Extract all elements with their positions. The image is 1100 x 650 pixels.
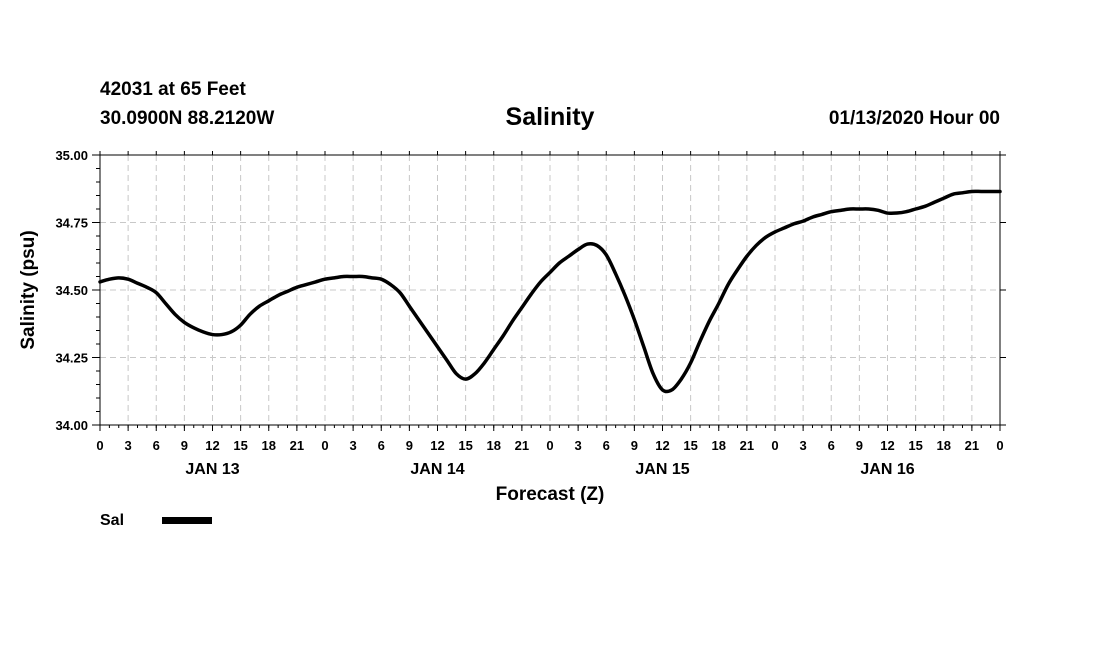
x-tick-label: 12 xyxy=(880,438,894,453)
x-tick-label: 3 xyxy=(575,438,582,453)
x-tick-label: 21 xyxy=(965,438,979,453)
x-tick-label: 6 xyxy=(153,438,160,453)
axes xyxy=(92,151,1006,431)
day-label: JAN 13 xyxy=(185,461,239,478)
x-tick-label: 18 xyxy=(262,438,276,453)
x-tick-label: 0 xyxy=(771,438,778,453)
x-tick-label: 21 xyxy=(515,438,529,453)
x-tick-label: 18 xyxy=(937,438,951,453)
x-tick-label: 12 xyxy=(205,438,219,453)
legend: Sal xyxy=(100,512,212,529)
x-tick-labels: 0 3 6 9 12 15 18 21 0 3 6 9 12 15 18 21 0 3 6 9 12 15 18 21 0 3 6 9… xyxy=(96,438,1003,453)
y-tick-labels: 34.00 34.25 34.50 34.75 35.00 xyxy=(55,148,88,433)
x-tick-label: 0 xyxy=(96,438,103,453)
y-axis-label: Salinity (psu) xyxy=(18,230,39,349)
x-tick-label: 0 xyxy=(321,438,328,453)
x-tick-label: 15 xyxy=(233,438,247,453)
x-tick-label: 9 xyxy=(406,438,413,453)
y-tick-label: 34.50 xyxy=(55,283,88,298)
x-tick-label: 3 xyxy=(125,438,132,453)
day-label: JAN 14 xyxy=(410,461,464,478)
x-tick-label: 18 xyxy=(487,438,501,453)
station-label: 42031 at 65 Feet xyxy=(100,79,246,100)
legend-swatch-sal xyxy=(162,517,212,524)
y-tick-label: 34.00 xyxy=(55,418,88,433)
grid-lines xyxy=(100,155,1000,425)
x-tick-label: 12 xyxy=(655,438,669,453)
y-tick-label: 35.00 xyxy=(55,148,88,163)
x-tick-label: 3 xyxy=(350,438,357,453)
day-label: JAN 16 xyxy=(860,461,914,478)
x-tick-label: 6 xyxy=(603,438,610,453)
x-tick-label: 15 xyxy=(683,438,697,453)
x-tick-label: 18 xyxy=(712,438,726,453)
x-tick-label: 0 xyxy=(996,438,1003,453)
forecast-datetime: 01/13/2020 Hour 00 xyxy=(829,108,1000,129)
x-tick-label: 15 xyxy=(908,438,922,453)
x-tick-label: 9 xyxy=(631,438,638,453)
x-tick-label: 9 xyxy=(181,438,188,453)
legend-label-sal: Sal xyxy=(100,512,124,529)
day-labels: JAN 13 JAN 14 JAN 15 JAN 16 xyxy=(185,461,914,478)
x-tick-label: 12 xyxy=(430,438,444,453)
series-group xyxy=(98,189,1002,394)
x-tick-label: 9 xyxy=(856,438,863,453)
x-tick-label: 21 xyxy=(290,438,304,453)
coordinates-label: 30.0900N 88.2120W xyxy=(100,108,274,129)
x-tick-label: 6 xyxy=(828,438,835,453)
y-tick-label: 34.75 xyxy=(55,216,88,231)
x-axis-label: Forecast (Z) xyxy=(496,484,605,505)
chart-title: Salinity xyxy=(506,103,595,131)
x-tick-label: 0 xyxy=(546,438,553,453)
x-tick-label: 15 xyxy=(458,438,472,453)
x-tick-label: 3 xyxy=(800,438,807,453)
x-tick-label: 21 xyxy=(740,438,754,453)
y-tick-label: 34.25 xyxy=(55,351,88,366)
day-label: JAN 15 xyxy=(635,461,689,478)
series-line-sal xyxy=(98,189,1002,394)
x-tick-label: 6 xyxy=(378,438,385,453)
